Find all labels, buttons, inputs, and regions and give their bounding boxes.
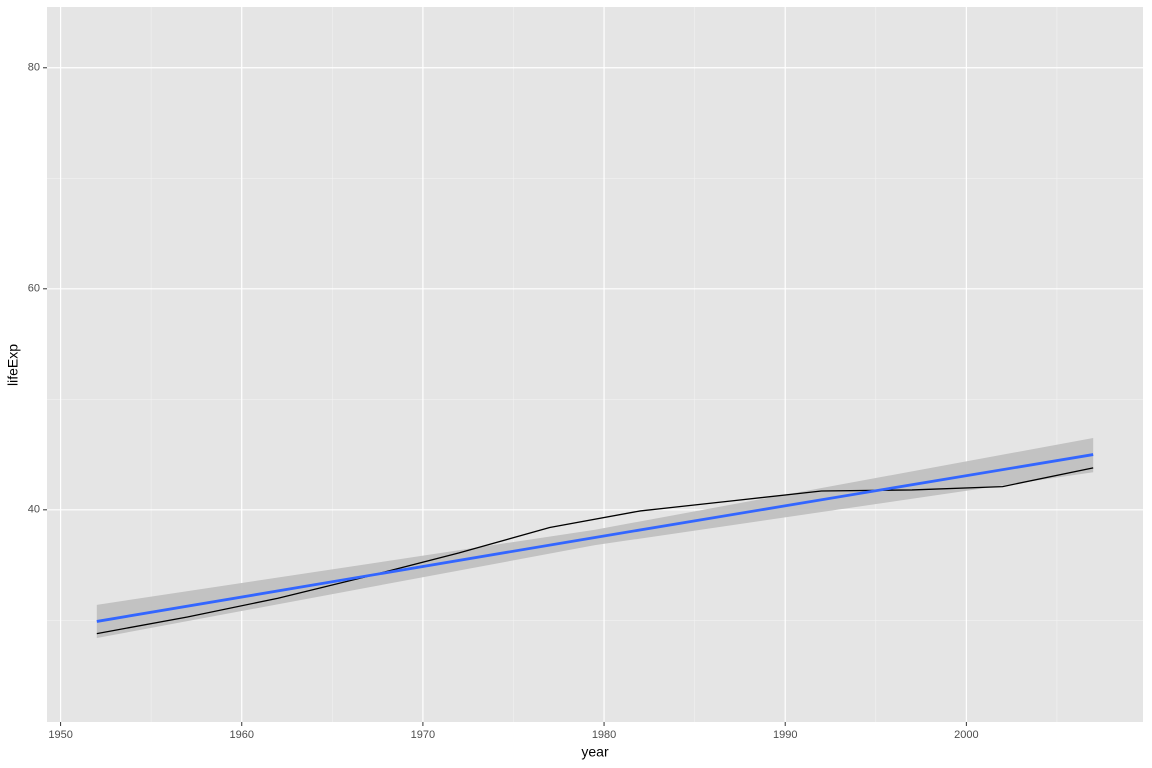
x-tick-label: 1990: [773, 729, 797, 741]
fit-line: [96, 453, 1094, 623]
x-axis-title: year: [581, 744, 609, 760]
data-line: [96, 467, 1094, 635]
x-tick-label: 1950: [48, 729, 72, 741]
x-tick-label: 1980: [592, 729, 616, 741]
x-tick-label: 2000: [954, 729, 978, 741]
y-axis-title: lifeExp: [5, 344, 21, 386]
y-tick-label: 80: [28, 62, 40, 74]
x-tick-label: 1960: [230, 729, 254, 741]
x-tick-label: 1970: [411, 729, 435, 741]
y-tick-label: 40: [28, 504, 40, 516]
y-tick-label: 60: [28, 283, 40, 295]
